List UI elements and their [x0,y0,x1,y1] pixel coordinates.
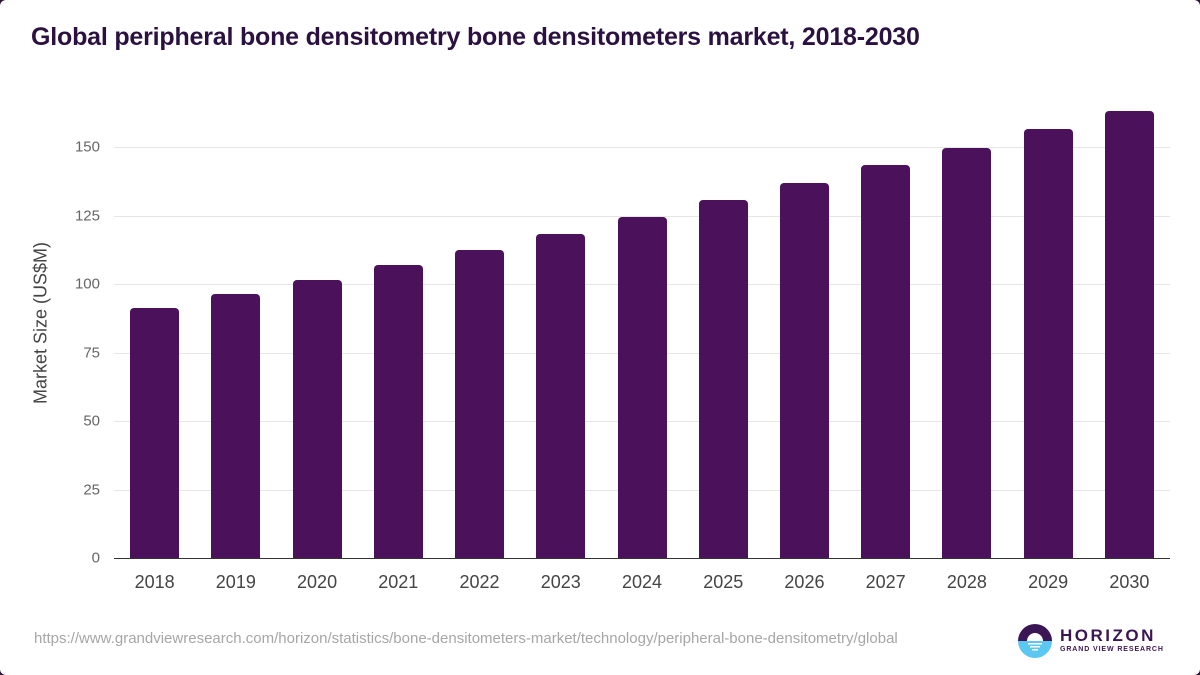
y-tick-label: 125 [74,207,100,224]
x-tick-label: 2019 [215,572,256,592]
source-url[interactable]: https://www.grandviewresearch.com/horizo… [34,630,898,647]
gridline [114,215,1170,217]
y-tick-label: 75 [83,344,100,361]
x-axis-line [114,558,1170,559]
plot-area: 0 25 50 75 100 125 150 2018 2019 2020 2021 2022 2023… [75,100,1170,592]
x-tick-label: 2018 [134,572,175,592]
bar-2027[interactable] [861,165,911,558]
y-tick-label: 100 [74,275,100,293]
y-tick-label: 0 [91,549,100,567]
x-tick-label: 2027 [865,572,906,592]
y-axis-label: Market Size (US$M) [30,241,51,405]
gridline [114,147,1170,148]
bar-2025[interactable] [698,199,748,558]
bar-2019[interactable] [211,293,261,558]
x-tick-label: 2030 [1109,572,1150,592]
y-tick-label: 25 [83,481,100,498]
bar-2018[interactable] [130,308,180,558]
bar-2026[interactable] [779,182,829,558]
bar-2022[interactable] [455,250,505,558]
x-tick-label: 2020 [297,572,338,592]
bar-2021[interactable] [373,265,423,558]
bar-2028[interactable] [942,148,992,558]
logo-subtitle: GRAND VIEW RESEARCH [1060,646,1164,653]
x-tick-label: 2026 [784,572,825,592]
x-tick-label: 2029 [1028,572,1069,592]
x-tick-label: 2024 [621,572,662,592]
bar-2029[interactable] [1023,128,1073,558]
x-tick-label: 2028 [946,572,987,592]
x-tick-label: 2023 [540,572,581,592]
bar-2024[interactable] [617,216,667,558]
x-tick-label: 2021 [378,572,419,592]
x-tick-label: 2022 [459,572,500,592]
logo-name: HORIZON [1060,626,1156,645]
bar-2023[interactable] [536,234,586,558]
horizon-logo: HORIZON GRAND VIEW RESEARCH [1018,622,1178,658]
y-tick-label: 50 [83,412,100,430]
bar-2030[interactable] [1104,111,1154,558]
x-tick-label: 2025 [703,572,744,592]
y-tick-label: 150 [74,138,100,156]
horizon-logo-icon [1018,624,1052,658]
chart-title: Global peripheral bone densitometry bone… [31,23,920,51]
bar-2020[interactable] [292,279,342,558]
